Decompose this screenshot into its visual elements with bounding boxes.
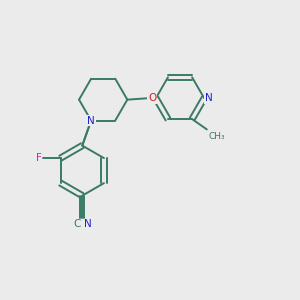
Text: N: N xyxy=(87,116,95,126)
Text: CH₃: CH₃ xyxy=(208,132,225,141)
Text: C: C xyxy=(74,219,81,229)
Text: O: O xyxy=(148,93,157,103)
Text: N: N xyxy=(84,219,92,229)
Text: N: N xyxy=(205,93,213,103)
Text: F: F xyxy=(36,153,41,163)
